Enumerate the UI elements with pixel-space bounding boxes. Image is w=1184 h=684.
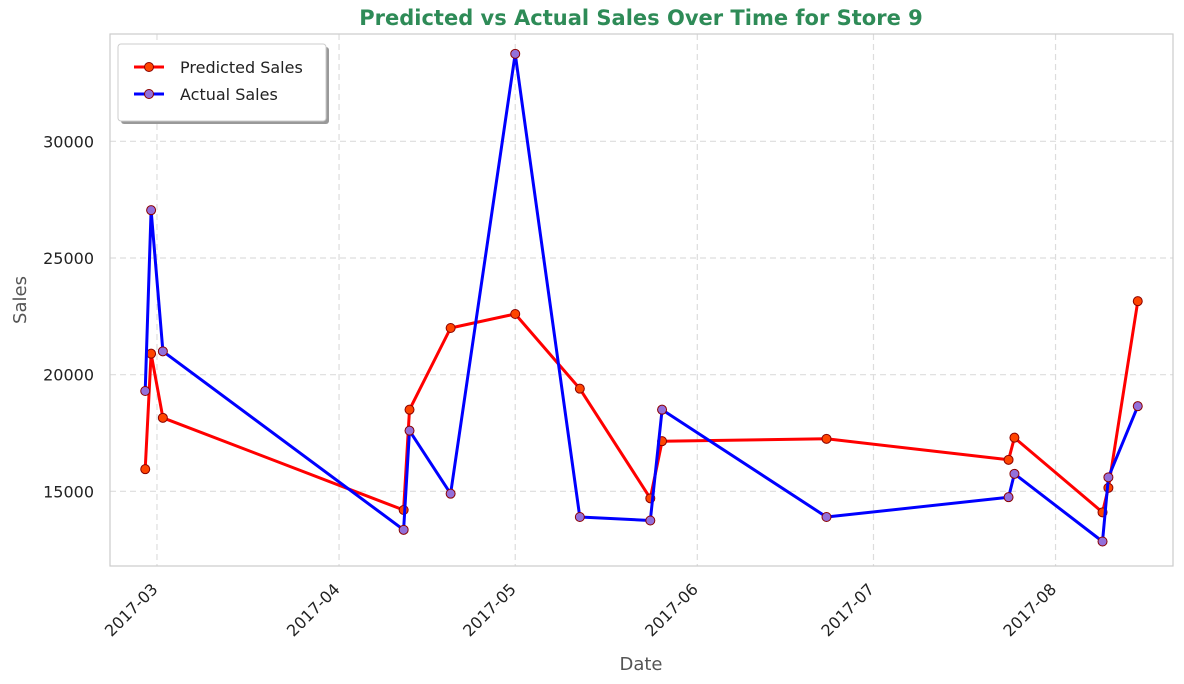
- legend: Predicted Sales Actual Sales: [117, 43, 329, 124]
- series-layer: [140, 48, 1143, 547]
- legend-actual-label: Actual Sales: [180, 85, 278, 104]
- actual-sales-point: [1003, 492, 1014, 503]
- actual-sales-point: [1009, 468, 1020, 479]
- actual-sales-point: [398, 524, 409, 535]
- predicted-sales-point: [404, 404, 415, 415]
- y-tick-label: 30000: [43, 132, 94, 151]
- x-axis-label: Date: [619, 654, 662, 675]
- actual-sales-point: [146, 205, 157, 216]
- actual-sales-point: [445, 488, 456, 499]
- legend-actual-marker: [144, 89, 154, 99]
- actual-sales-point: [1132, 401, 1143, 412]
- predicted-sales-line: [143, 300, 1140, 514]
- predicted-sales-point: [510, 309, 521, 319]
- actual-sales-point: [1097, 536, 1108, 547]
- legend-box: [117, 43, 327, 122]
- predicted-sales-point: [1009, 432, 1020, 443]
- predicted-sales-point: [821, 433, 832, 444]
- actual-sales-point: [1103, 472, 1114, 483]
- actual-sales-point: [657, 404, 668, 415]
- actual-sales-point: [140, 386, 151, 396]
- predicted-sales-point: [140, 464, 151, 475]
- predicted-sales-point: [445, 323, 456, 333]
- predicted-sales-point: [157, 412, 168, 423]
- y-tick-label: 20000: [43, 366, 94, 385]
- y-tick-label: 15000: [43, 482, 94, 501]
- grid-lines: [110, 34, 1173, 566]
- predicted-sales-point: [1003, 454, 1014, 465]
- actual-sales-point: [157, 346, 168, 357]
- actual-sales-point: [821, 512, 832, 522]
- predicted-sales-point: [574, 383, 585, 394]
- actual-sales-point: [510, 48, 521, 59]
- actual-sales-line: [143, 52, 1140, 543]
- chart-title: Predicted vs Actual Sales Over Time for …: [359, 6, 922, 30]
- actual-sales-point: [404, 425, 415, 436]
- actual-sales-point: [645, 515, 656, 526]
- y-tick-label: 25000: [43, 249, 94, 268]
- predicted-sales-point: [1132, 296, 1143, 307]
- y-axis-label: Sales: [10, 276, 31, 324]
- plot-frame: [109, 33, 1174, 567]
- legend-predicted-marker: [144, 62, 154, 72]
- legend-predicted-label: Predicted Sales: [180, 58, 303, 77]
- actual-sales-point: [574, 512, 585, 522]
